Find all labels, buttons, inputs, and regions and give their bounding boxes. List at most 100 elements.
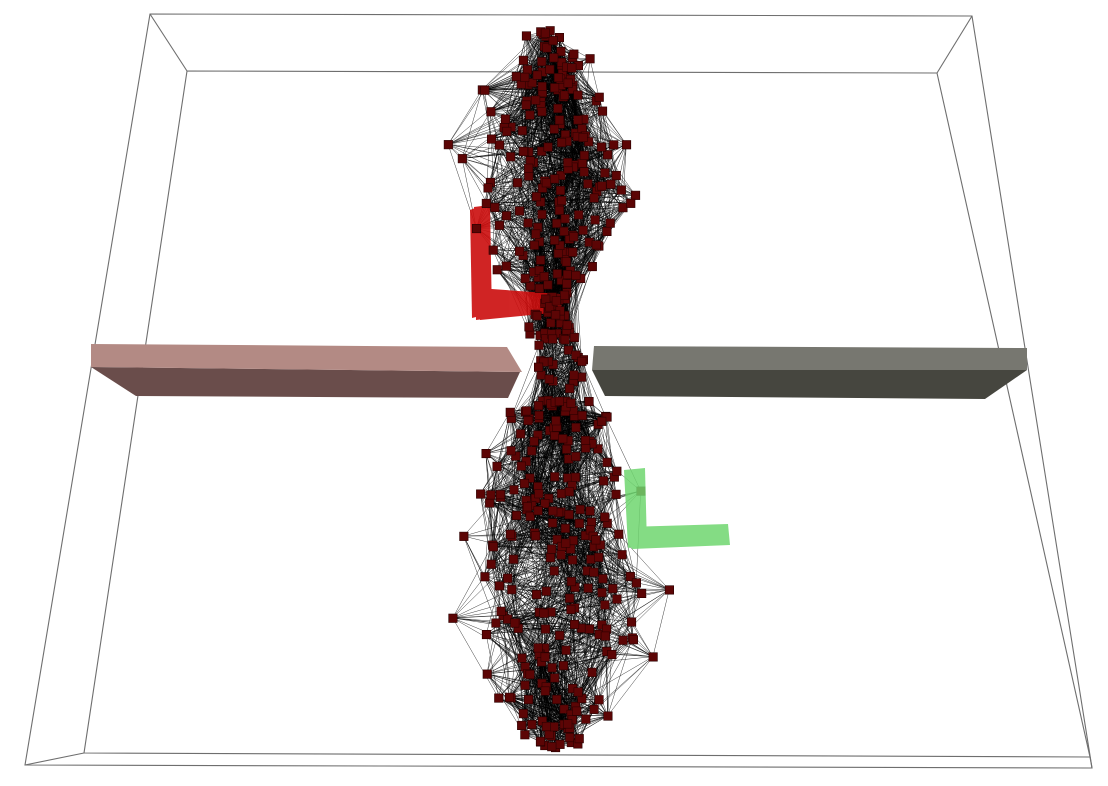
roadmap-node[interactable] xyxy=(626,198,636,208)
roadmap-node[interactable] xyxy=(563,158,573,168)
roadmap-node[interactable] xyxy=(539,357,549,367)
roadmap-node[interactable] xyxy=(483,183,493,193)
roadmap-node[interactable] xyxy=(500,114,511,124)
roadmap-node[interactable] xyxy=(511,72,521,82)
roadmap-node[interactable] xyxy=(597,416,607,426)
roadmap-node[interactable] xyxy=(511,510,522,521)
roadmap-node[interactable] xyxy=(517,653,527,663)
roadmap-node[interactable] xyxy=(521,31,532,41)
roadmap-node[interactable] xyxy=(553,248,563,258)
roadmap-node[interactable] xyxy=(550,430,560,441)
roadmap-node[interactable] xyxy=(552,269,562,279)
roadmap-node[interactable] xyxy=(529,436,539,446)
roadmap-node[interactable] xyxy=(559,90,570,100)
roadmap-node[interactable] xyxy=(550,235,560,245)
roadmap-node[interactable] xyxy=(548,506,558,516)
roadmap-node[interactable] xyxy=(585,54,595,64)
roadmap-node[interactable] xyxy=(529,240,539,250)
roadmap-node[interactable] xyxy=(568,247,578,257)
roadmap-node[interactable] xyxy=(581,443,591,453)
roadmap-node[interactable] xyxy=(591,240,601,250)
roadmap-node[interactable] xyxy=(525,473,535,483)
roadmap-node[interactable] xyxy=(565,383,575,394)
roadmap-node[interactable] xyxy=(486,107,496,117)
roadmap-node[interactable] xyxy=(614,529,624,539)
roadmap-node[interactable] xyxy=(559,704,569,714)
roadmap-node[interactable] xyxy=(558,434,568,444)
roadmap-node[interactable] xyxy=(491,618,501,628)
roadmap-node[interactable] xyxy=(587,667,597,677)
roadmap-node[interactable] xyxy=(574,210,584,220)
roadmap-node[interactable] xyxy=(581,714,591,724)
roadmap-node[interactable] xyxy=(611,489,621,499)
roadmap-node[interactable] xyxy=(586,554,596,564)
roadmap-node[interactable] xyxy=(551,416,561,426)
roadmap-node[interactable] xyxy=(597,181,607,191)
roadmap-node[interactable] xyxy=(559,290,570,300)
roadmap-node[interactable] xyxy=(618,635,628,645)
roadmap-node[interactable] xyxy=(578,225,588,235)
roadmap-node[interactable] xyxy=(501,261,511,271)
roadmap-node[interactable] xyxy=(551,296,561,306)
roadmap-node[interactable] xyxy=(590,215,600,225)
roadmap-node[interactable] xyxy=(609,140,619,150)
roadmap-node[interactable] xyxy=(496,606,506,616)
roadmap-node[interactable] xyxy=(534,489,544,499)
roadmap-node[interactable] xyxy=(559,226,569,236)
roadmap-node[interactable] xyxy=(597,106,608,116)
roadmap-node[interactable] xyxy=(579,150,589,160)
roadmap-node[interactable] xyxy=(573,90,583,100)
roadmap-node[interactable] xyxy=(630,190,641,200)
roadmap-node[interactable] xyxy=(554,205,565,215)
roadmap-node[interactable] xyxy=(476,489,486,499)
roadmap-node[interactable] xyxy=(602,457,612,467)
roadmap-node[interactable] xyxy=(560,335,570,345)
roadmap-node[interactable] xyxy=(471,224,482,234)
roadmap-node[interactable] xyxy=(571,350,581,360)
roadmap-node[interactable] xyxy=(533,643,543,653)
roadmap-node[interactable] xyxy=(527,78,537,88)
roadmap-node[interactable] xyxy=(547,663,557,673)
roadmap-node[interactable] xyxy=(540,498,550,509)
roadmap-node[interactable] xyxy=(531,192,542,202)
roadmap-node[interactable] xyxy=(608,584,618,594)
roadmap-node[interactable] xyxy=(486,559,496,569)
roadmap-node[interactable] xyxy=(549,722,559,732)
roadmap-node[interactable] xyxy=(550,174,560,184)
roadmap-node[interactable] xyxy=(522,65,533,75)
roadmap-node[interactable] xyxy=(572,706,582,716)
roadmap-node[interactable] xyxy=(524,163,534,173)
roadmap-node[interactable] xyxy=(481,448,491,459)
roadmap-node[interactable] xyxy=(600,512,610,522)
roadmap-node[interactable] xyxy=(607,649,617,660)
roadmap-node[interactable] xyxy=(583,583,593,593)
roadmap-node[interactable] xyxy=(525,281,535,291)
roadmap-node[interactable] xyxy=(547,544,557,554)
roadmap-node[interactable] xyxy=(606,179,616,189)
roadmap-node[interactable] xyxy=(600,631,610,641)
roadmap-node[interactable] xyxy=(575,504,585,515)
roadmap-node[interactable] xyxy=(522,502,533,512)
roadmap-node[interactable] xyxy=(525,110,535,120)
roadmap-node[interactable] xyxy=(524,322,534,332)
roadmap-node[interactable] xyxy=(541,294,551,304)
roadmap-node[interactable] xyxy=(509,554,519,564)
roadmap-node[interactable] xyxy=(589,567,599,577)
roadmap-node[interactable] xyxy=(621,140,632,150)
roadmap-node[interactable] xyxy=(618,203,628,213)
roadmap-node[interactable] xyxy=(556,550,566,560)
roadmap-node[interactable] xyxy=(543,142,553,152)
roadmap-node[interactable] xyxy=(518,709,528,719)
roadmap-node[interactable] xyxy=(558,661,569,671)
roadmap-node[interactable] xyxy=(574,734,584,744)
roadmap-node[interactable] xyxy=(553,103,563,113)
roadmap-node[interactable] xyxy=(566,576,576,587)
roadmap-node[interactable] xyxy=(555,240,565,250)
roadmap-node[interactable] xyxy=(506,446,516,456)
roadmap-node[interactable] xyxy=(555,185,566,195)
roadmap-node[interactable] xyxy=(541,721,552,732)
roadmap-node[interactable] xyxy=(550,83,560,93)
roadmap-node[interactable] xyxy=(544,374,554,384)
roadmap-node[interactable] xyxy=(569,232,579,242)
roadmap-node[interactable] xyxy=(503,573,513,583)
